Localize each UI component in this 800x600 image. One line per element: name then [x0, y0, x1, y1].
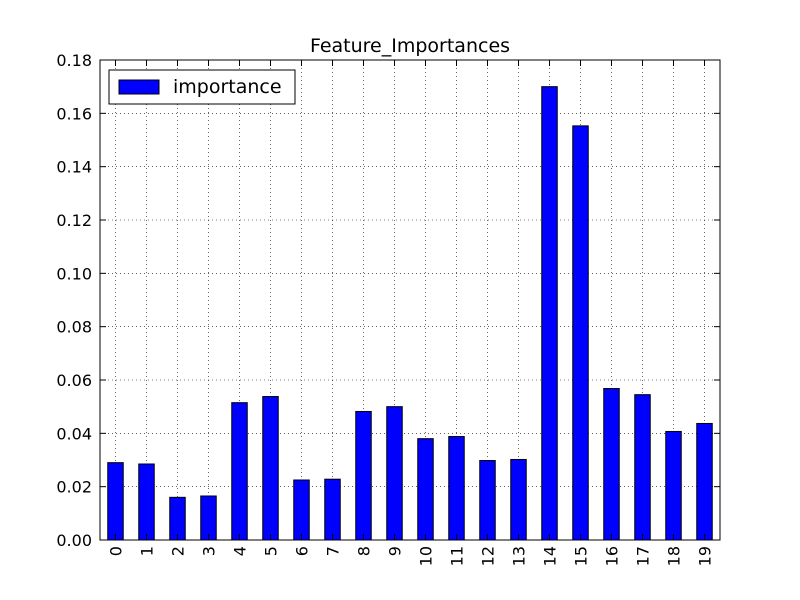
legend-label: importance	[173, 76, 282, 98]
bar	[138, 463, 155, 541]
x-tick-label: 13	[510, 546, 529, 566]
bar	[510, 458, 527, 541]
y-tick-labels: 0.00 0.02 0.04 0.06 0.08 0.10 0.12 0.14 0.16 0.18	[56, 51, 92, 550]
x-tick-label: 18	[665, 546, 684, 566]
y-tick-label: 0.18	[56, 51, 92, 70]
x-tick-label: 9	[386, 546, 405, 556]
plot-area-frame	[99, 59, 721, 541]
bar	[448, 436, 465, 541]
bar	[479, 460, 496, 541]
x-tick-label: 7	[324, 546, 343, 556]
x-tick-label: 19	[696, 546, 715, 566]
x-tick-label: 16	[603, 546, 622, 566]
x-tick-labels: 0 1 2 3 4 5 6 7 8 9 10 11 12 13 14 15 16 17 18 19	[107, 546, 715, 566]
bars-layer	[107, 86, 713, 541]
chart-title: Feature_Importances	[310, 35, 510, 57]
x-tick-label: 5	[262, 546, 281, 556]
bar	[169, 496, 186, 541]
bar	[541, 86, 558, 541]
y-tick-label: 0.06	[56, 371, 92, 390]
x-tick-label: 10	[417, 546, 436, 566]
bar	[293, 479, 310, 541]
bar	[603, 388, 620, 541]
bar	[696, 422, 713, 541]
bar	[200, 495, 217, 541]
bar	[417, 438, 434, 541]
bar	[665, 430, 682, 541]
bar	[324, 478, 341, 541]
bar	[572, 125, 589, 541]
y-tick-label: 0.00	[56, 531, 92, 550]
x-tick-label: 2	[169, 546, 188, 556]
y-tick-label: 0.16	[56, 104, 92, 123]
y-tick-label: 0.08	[56, 318, 92, 337]
x-tick-label: 6	[293, 546, 312, 556]
bar	[355, 410, 372, 541]
x-tick-label: 15	[572, 546, 591, 566]
bar	[386, 406, 403, 541]
bar	[231, 402, 248, 541]
ticks-layer	[100, 59, 720, 541]
x-tick-label: 4	[231, 546, 250, 556]
x-tick-label: 1	[138, 546, 157, 556]
x-tick-label: 14	[541, 546, 560, 566]
bar	[107, 462, 124, 541]
legend-swatch	[118, 79, 160, 95]
bar	[634, 394, 651, 541]
x-tick-label: 12	[479, 546, 498, 566]
y-tick-label: 0.02	[56, 478, 92, 497]
x-tick-label: 11	[448, 546, 467, 566]
y-tick-label: 0.04	[56, 424, 92, 443]
y-tick-label: 0.14	[56, 158, 92, 177]
y-tick-label: 0.12	[56, 211, 92, 230]
x-tick-label: 8	[355, 546, 374, 556]
bar	[262, 396, 279, 541]
grid-layer	[100, 59, 720, 541]
x-tick-label: 17	[634, 546, 653, 566]
x-tick-label: 3	[200, 546, 219, 556]
x-tick-label: 0	[107, 546, 126, 556]
legend: importance	[108, 69, 296, 105]
y-tick-label: 0.10	[56, 264, 92, 283]
